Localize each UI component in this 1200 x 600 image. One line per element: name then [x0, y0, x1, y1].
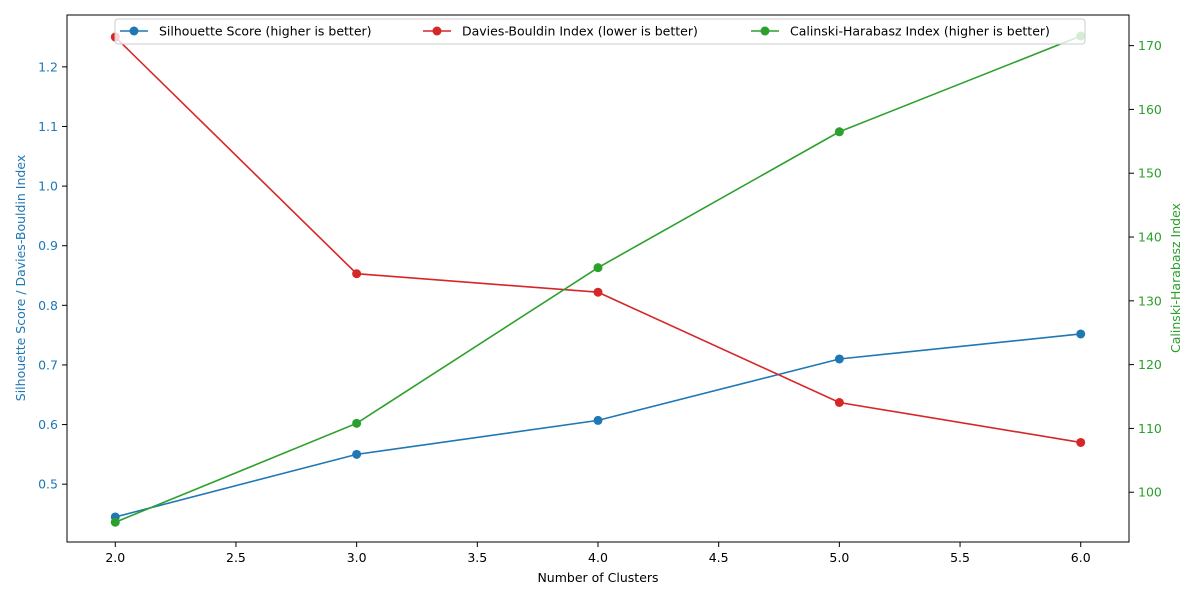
right-y-tick-label: 130: [1138, 293, 1162, 308]
x-axis-ticks: 2.0 2.5 3.0 3.5 4.0 4.5 5.0 5.5 6.0: [105, 542, 1091, 565]
x-tick-label: 2.0: [105, 550, 125, 565]
series-silhouette: [110, 329, 1086, 522]
data-point-davies-bouldin: [352, 269, 362, 279]
legend-item-calinski-harabasz: Calinski-Harabasz Index (higher is bette…: [751, 24, 1050, 39]
x-tick-label: 4.0: [588, 550, 608, 565]
right-y-axis-ticks: 100 110 120 130 140 150 160 170: [1129, 38, 1162, 500]
series-calinski-harabasz: [110, 31, 1086, 527]
x-tick-label: 3.5: [467, 550, 487, 565]
data-point-davies-bouldin: [593, 287, 603, 297]
left-y-axis-label: Silhouette Score / Davies-Bouldin Index: [13, 155, 28, 401]
legend-item-silhouette: Silhouette Score (higher is better): [120, 24, 372, 39]
legend: Silhouette Score (higher is better) Davi…: [114, 18, 1086, 45]
data-point-davies-bouldin: [1076, 437, 1086, 447]
left-y-tick-label: 1.0: [38, 179, 58, 194]
left-y-tick-label: 0.9: [38, 238, 58, 253]
legend-box: [114, 18, 1086, 45]
series-lines: [110, 31, 1086, 527]
data-point-calinski-harabasz: [352, 418, 362, 428]
legend-marker-davies-bouldin: [432, 26, 442, 36]
left-y-tick-label: 0.8: [38, 298, 58, 313]
left-y-tick-label: 0.5: [38, 477, 58, 492]
x-tick-label: 4.5: [709, 550, 729, 565]
data-point-calinski-harabasz: [110, 517, 120, 527]
left-y-tick-label: 1.2: [38, 59, 58, 74]
legend-item-davies-bouldin: Davies-Bouldin Index (lower is better): [423, 24, 698, 39]
series-line-calinski-harabasz: [114, 35, 1082, 523]
right-y-tick-label: 160: [1138, 102, 1162, 117]
x-tick-label: 5.5: [950, 550, 970, 565]
legend-marker-silhouette: [129, 26, 139, 36]
series-line-silhouette: [115, 333, 1081, 518]
data-point-calinski-harabasz: [834, 127, 844, 137]
left-y-tick-label: 0.7: [38, 357, 58, 372]
data-point-davies-bouldin: [834, 398, 844, 407]
right-y-tick-label: 100: [1138, 485, 1162, 500]
right-y-tick-label: 150: [1138, 166, 1162, 181]
x-axis-label: Number of Clusters: [537, 570, 658, 585]
data-point-silhouette: [834, 354, 844, 364]
left-y-tick-label: 0.6: [38, 417, 58, 432]
x-tick-label: 2.5: [226, 550, 246, 565]
right-y-axis-label: Calinski-Harabasz Index: [1168, 203, 1183, 353]
x-tick-label: 3.0: [347, 550, 367, 565]
series-line-davies-bouldin: [114, 36, 1081, 444]
plot-frame: [66, 14, 1130, 543]
data-point-silhouette: [593, 415, 603, 425]
left-y-axis-ticks: 0.5 0.6 0.7 0.8 0.9 1.0 1.1 1.2: [38, 59, 67, 492]
right-y-tick-label: 110: [1138, 421, 1162, 436]
right-y-tick-label: 170: [1138, 38, 1162, 53]
left-y-tick-label: 1.1: [38, 119, 58, 134]
legend-label-silhouette: Silhouette Score (higher is better): [159, 24, 372, 39]
legend-marker-calinski-harabasz: [760, 26, 770, 36]
series-davies-bouldin: [110, 32, 1086, 447]
legend-label-davies-bouldin: Davies-Bouldin Index (lower is better): [462, 24, 698, 39]
right-y-tick-label: 140: [1138, 230, 1162, 245]
x-tick-label: 6.0: [1071, 550, 1091, 565]
data-point-calinski-harabasz: [593, 263, 603, 273]
legend-label-calinski-harabasz: Calinski-Harabasz Index (higher is bette…: [790, 24, 1050, 39]
data-point-silhouette: [1076, 329, 1086, 339]
data-point-silhouette: [352, 449, 362, 459]
right-y-tick-label: 120: [1138, 357, 1162, 372]
x-tick-label: 5.0: [829, 550, 849, 565]
